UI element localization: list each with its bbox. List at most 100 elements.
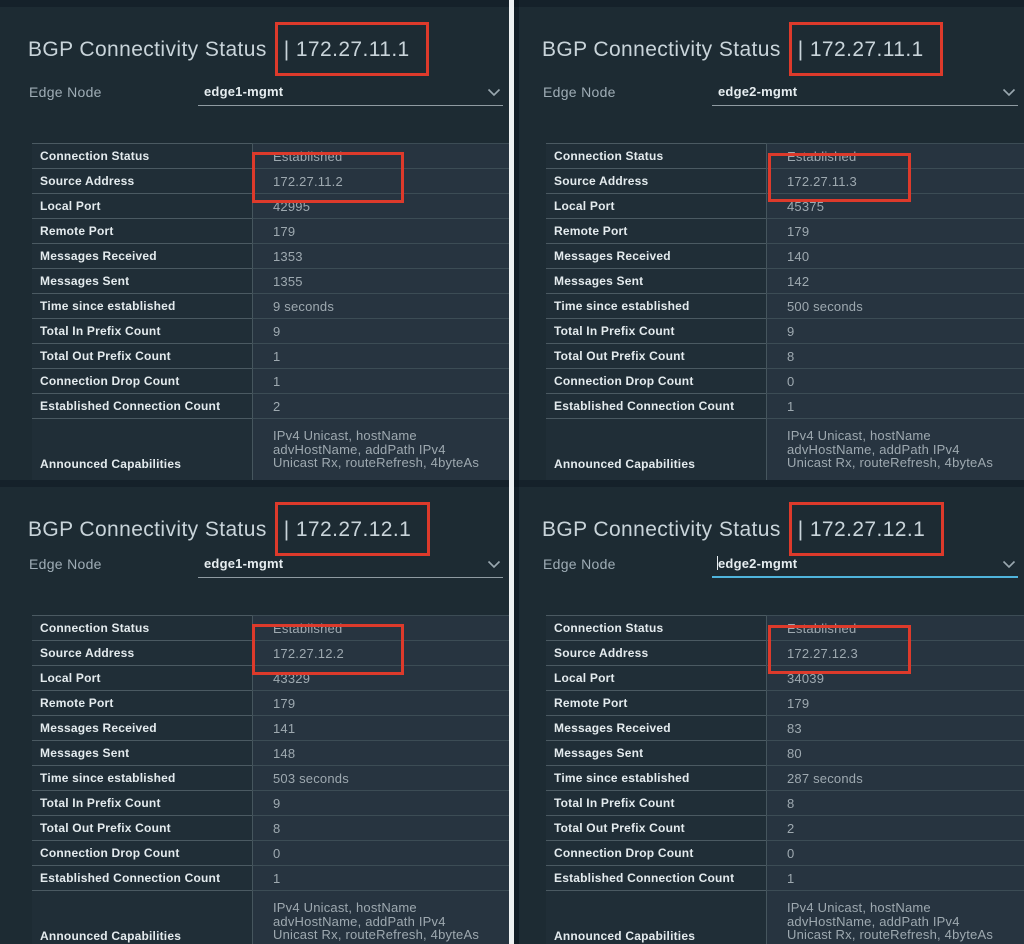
table-row: Total In Prefix Count 9 [32, 790, 509, 815]
announced-capabilities-value: IPv4 Unicast, hostName advHostName, addP… [787, 428, 994, 471]
row-value: 8 [766, 343, 1024, 368]
table-row: Announced Capabilities IPv4 Unicast, host… [32, 890, 509, 944]
edge-node-label: Edge Node [543, 84, 616, 100]
edge-node-dropdown[interactable]: edge2-mgmt [712, 79, 1018, 106]
row-value: 9 [252, 318, 509, 343]
row-value: 2 [766, 815, 1024, 840]
row-value: 172.27.12.2 [252, 640, 509, 665]
edge-node-value: edge2-mgmt [718, 84, 798, 99]
table-row: Announced Capabilities IPv4 Unicast, host… [32, 418, 509, 480]
table-row: Messages Received 141 [32, 715, 509, 740]
table-row: Total In Prefix Count 9 [32, 318, 509, 343]
table-row: Messages Sent 142 [546, 268, 1024, 293]
screenshot-divider [509, 0, 514, 944]
row-value: Established [252, 143, 509, 168]
edge-node-dropdown[interactable]: edge1-mgmt [198, 551, 503, 578]
row-value: 43329 [252, 665, 509, 690]
table-row: Messages Received 83 [546, 715, 1024, 740]
row-value: 1 [252, 343, 509, 368]
bgp-status-table: Connection Status Established Source Addre… [32, 143, 509, 480]
row-value: 1353 [252, 243, 509, 268]
row-value: Established [766, 615, 1024, 640]
edge-node-value: edge1-mgmt [204, 84, 284, 99]
row-value: 80 [766, 740, 1024, 765]
row-label: Total In Prefix Count [546, 790, 766, 815]
row-label: Connection Status [546, 143, 766, 168]
row-value: 42995 [252, 193, 509, 218]
row-value: 172.27.12.3 [766, 640, 1024, 665]
row-value: 1 [252, 865, 509, 890]
table-row: Connection Status Established [32, 143, 509, 168]
row-label: Messages Sent [32, 740, 252, 765]
panel-title: BGP Connectivity Status | 172.27.12.1 [542, 502, 945, 556]
title-ip-highlight-box: | 172.27.12.1 [274, 502, 431, 556]
row-value: 172.27.11.3 [766, 168, 1024, 193]
table-row: Local Port 43329 [32, 665, 509, 690]
title-ip-highlight-box: | 172.27.12.1 [788, 502, 945, 556]
row-label: Total Out Prefix Count [546, 815, 766, 840]
row-label: Connection Status [32, 143, 252, 168]
table-row: Local Port 34039 [546, 665, 1024, 690]
edge-node-dropdown[interactable]: edge1-mgmt [198, 79, 503, 106]
row-value: 141 [252, 715, 509, 740]
row-value: 0 [766, 368, 1024, 393]
chevron-down-icon[interactable] [487, 560, 501, 569]
row-label: Announced Capabilities [32, 890, 252, 944]
row-label: Messages Received [546, 243, 766, 268]
panel-title: BGP Connectivity Status | 172.27.11.1 [28, 22, 429, 76]
screenshot-top-edge [514, 0, 1024, 7]
table-row: Connection Drop Count 0 [546, 840, 1024, 865]
row-label: Remote Port [32, 218, 252, 243]
row-value: IPv4 Unicast, hostName advHostName, addP… [766, 890, 1024, 944]
row-value: IPv4 Unicast, hostName advHostName, addP… [766, 418, 1024, 480]
panel-title-text: BGP Connectivity Status [542, 38, 781, 61]
bgp-connectivity-panel: BGP Connectivity Status | 172.27.11.1 Edg… [514, 0, 1024, 480]
row-label: Total In Prefix Count [32, 318, 252, 343]
screenshot-top-edge [0, 0, 509, 7]
table-row: Messages Received 1353 [32, 243, 509, 268]
chevron-down-icon[interactable] [1002, 560, 1016, 569]
announced-capabilities-value: IPv4 Unicast, hostName advHostName, addP… [273, 900, 480, 943]
row-value: 0 [252, 840, 509, 865]
table-row: Total Out Prefix Count 8 [546, 343, 1024, 368]
bgp-status-table: Connection Status Established Source Addre… [546, 615, 1024, 944]
row-value: 1 [766, 865, 1024, 890]
row-value: 500 seconds [766, 293, 1024, 318]
row-value: 503 seconds [252, 765, 509, 790]
bgp-connectivity-panel: BGP Connectivity Status | 172.27.12.1 Edg… [514, 480, 1024, 944]
row-label: Announced Capabilities [32, 418, 252, 480]
table-row: Announced Capabilities IPv4 Unicast, host… [546, 890, 1024, 944]
table-row: Connection Status Established [546, 143, 1024, 168]
row-label: Connection Status [32, 615, 252, 640]
edge-node-value: edge2-mgmt [718, 556, 798, 571]
edge-node-dropdown[interactable]: edge2-mgmt [712, 551, 1018, 578]
edge-node-value: edge1-mgmt [204, 556, 284, 571]
panel-title: BGP Connectivity Status | 172.27.11.1 [542, 22, 943, 76]
row-value: 9 [252, 790, 509, 815]
row-label: Total Out Prefix Count [546, 343, 766, 368]
row-value: 179 [252, 218, 509, 243]
row-label: Time since established [32, 293, 252, 318]
row-label: Connection Status [546, 615, 766, 640]
table-row: Messages Sent 1355 [32, 268, 509, 293]
row-label: Messages Received [32, 243, 252, 268]
row-label: Announced Capabilities [546, 418, 766, 480]
row-value: 9 seconds [252, 293, 509, 318]
table-row: Messages Sent 80 [546, 740, 1024, 765]
row-label: Time since established [32, 765, 252, 790]
row-value: Established [252, 615, 509, 640]
row-value: IPv4 Unicast, hostName advHostName, addP… [252, 418, 509, 480]
chevron-down-icon[interactable] [1002, 88, 1016, 97]
table-row: Time since established 500 seconds [546, 293, 1024, 318]
panel-title: BGP Connectivity Status | 172.27.12.1 [28, 502, 431, 556]
row-label: Connection Drop Count [546, 368, 766, 393]
table-row: Established Connection Count 1 [546, 393, 1024, 418]
table-row: Total In Prefix Count 9 [546, 318, 1024, 343]
screenshot-top-edge [514, 480, 1024, 487]
row-label: Local Port [546, 193, 766, 218]
table-row: Time since established 9 seconds [32, 293, 509, 318]
table-row: Connection Status Established [32, 615, 509, 640]
row-value: 148 [252, 740, 509, 765]
chevron-down-icon[interactable] [487, 88, 501, 97]
